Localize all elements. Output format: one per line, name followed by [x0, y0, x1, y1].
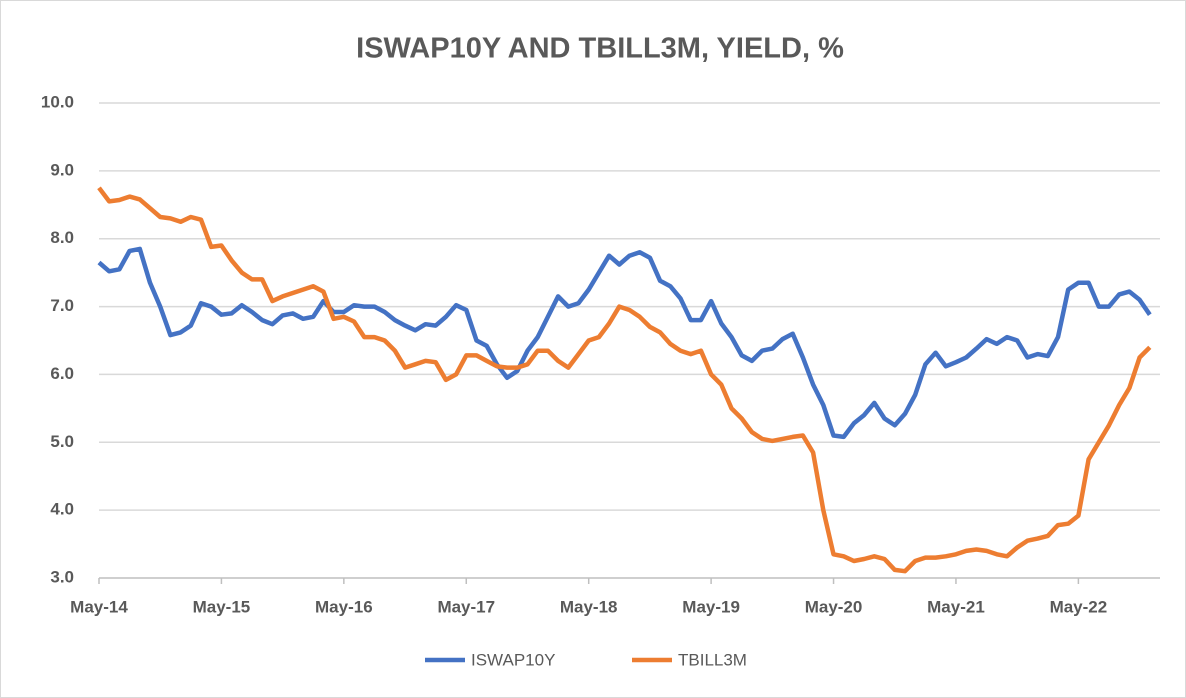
x-tick-label: May-19 — [682, 597, 740, 616]
chart-title: ISWAP10Y AND TBILL3M, YIELD, % — [356, 33, 844, 65]
x-tick-label: May-22 — [1050, 597, 1108, 616]
y-tick-label: 3.0 — [50, 567, 74, 586]
legend-label: ISWAP10Y — [471, 650, 555, 669]
x-tick-label: May-14 — [70, 597, 128, 616]
series-line — [97, 246, 1152, 440]
y-tick-label: 5.0 — [50, 432, 74, 451]
x-tick-label: May-18 — [560, 597, 618, 616]
y-tick-label: 6.0 — [50, 364, 74, 383]
x-tick-label: May-20 — [805, 597, 863, 616]
y-tick-label: 4.0 — [50, 500, 74, 519]
x-tick-label: May-17 — [437, 597, 495, 616]
x-tick-label: May-16 — [315, 597, 373, 616]
y-tick-label: 8.0 — [50, 228, 74, 247]
x-tick-label: May-15 — [193, 597, 251, 616]
x-tick-label: May-21 — [927, 597, 985, 616]
y-tick-label: 7.0 — [50, 296, 74, 315]
y-tick-label: 10.0 — [41, 92, 74, 111]
series-line — [97, 186, 1152, 574]
y-tick-label: 9.0 — [50, 160, 74, 179]
legend-label: TBILL3M — [678, 650, 747, 669]
